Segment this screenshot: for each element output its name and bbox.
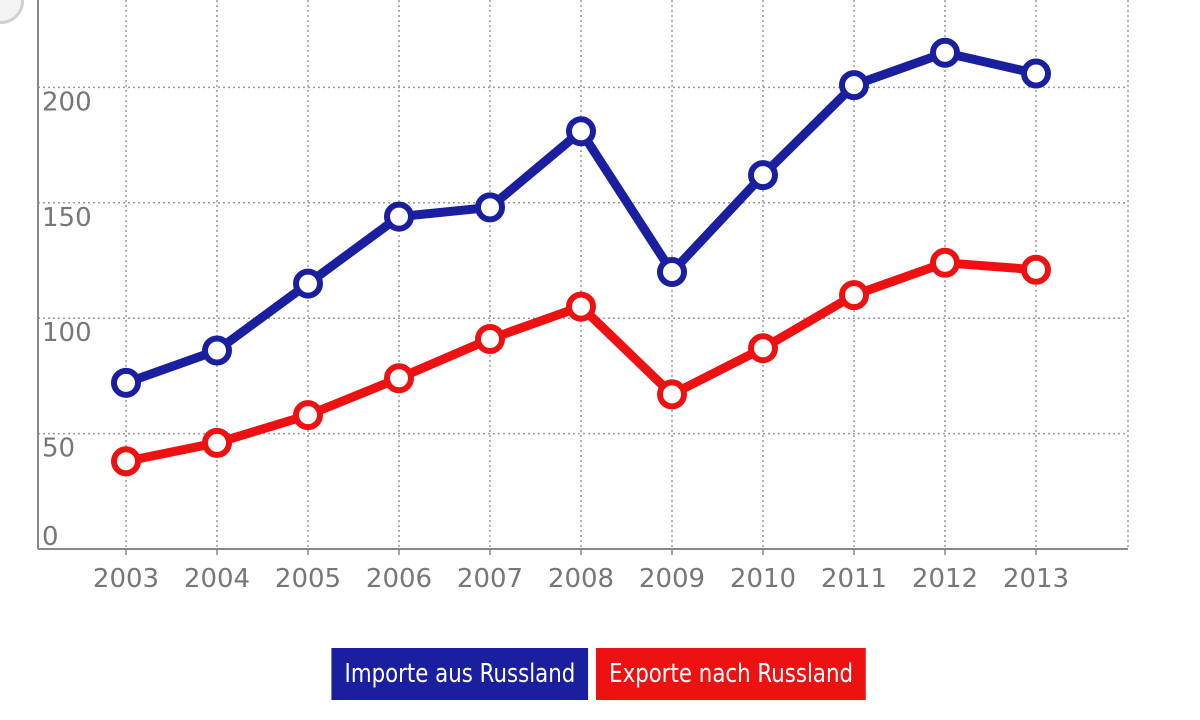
data-point-imports [839, 70, 869, 101]
y-tick-label: 150 [42, 203, 92, 233]
series-line-imports [121, 48, 1041, 388]
x-tick-label: 2011 [821, 564, 887, 594]
y-tick-label: 100 [42, 318, 92, 348]
x-tick-label: 2004 [184, 564, 250, 594]
x-tick-label: 2006 [366, 564, 432, 594]
data-point-exports [475, 323, 505, 354]
x-tick-label: 2012 [912, 564, 978, 594]
data-point-imports [566, 116, 596, 147]
data-point-imports [930, 37, 960, 68]
x-tick-label: 2009 [639, 564, 705, 594]
data-point-imports [657, 257, 687, 288]
data-point-exports [1021, 254, 1051, 285]
x-tick-label: 2007 [457, 564, 523, 594]
x-tick-label: 2003 [93, 564, 159, 594]
data-point-exports [202, 427, 232, 458]
x-tick-label: 2005 [275, 564, 341, 594]
data-point-exports [111, 446, 141, 477]
y-tick-label: 0 [42, 522, 59, 552]
legend: Importe aus Russland Exporte nach Russla… [0, 648, 1200, 700]
data-point-exports [384, 363, 414, 394]
data-point-imports [111, 367, 141, 398]
line-chart: 0 50 100 150 200 250 2003 2004 2005 2006 2007 2008 2… [37, 0, 1129, 594]
y-tick-label: 250 [42, 0, 92, 2]
legend-item-imports[interactable]: Importe aus Russland [330, 648, 588, 700]
x-tick-label: 2013 [1003, 564, 1069, 594]
data-point-exports [748, 333, 778, 364]
data-point-imports [293, 268, 323, 299]
data-point-exports [657, 379, 687, 410]
data-point-imports [384, 201, 414, 232]
y-tick-label: 50 [42, 434, 75, 464]
data-point-exports [839, 280, 869, 311]
data-point-imports [1021, 58, 1051, 89]
data-point-exports [930, 247, 960, 278]
x-tick-label: 2008 [548, 564, 614, 594]
x-tick-label: 2010 [730, 564, 796, 594]
data-point-imports [475, 192, 505, 223]
data-point-imports [748, 160, 778, 191]
data-point-exports [293, 400, 323, 431]
data-point-exports [566, 291, 596, 322]
data-point-imports [202, 335, 232, 366]
legend-item-exports[interactable]: Exporte nach Russland [595, 648, 867, 700]
y-tick-label: 200 [42, 87, 92, 117]
